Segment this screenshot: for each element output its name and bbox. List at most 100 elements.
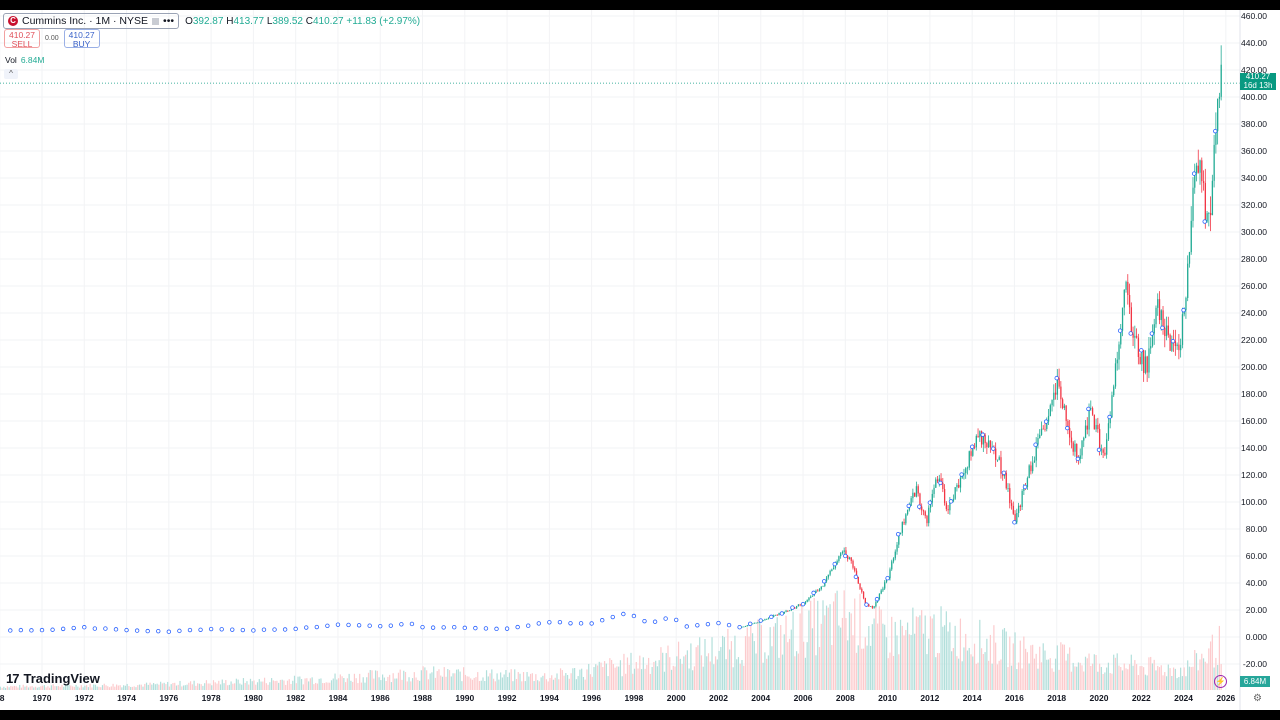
volume-bar xyxy=(602,667,604,690)
price-chart[interactable]: 460.00 440.00 420.00 400.00 380.00 360.00 340.… xyxy=(0,10,1280,710)
dividend-marker xyxy=(1033,442,1038,447)
candle-body xyxy=(977,435,979,438)
volume-bar xyxy=(970,654,972,690)
volume-bar xyxy=(811,628,814,690)
candle-body xyxy=(1005,472,1007,489)
volume-bar xyxy=(313,684,315,690)
volume-bar xyxy=(263,677,266,690)
volume-bar xyxy=(96,686,98,690)
candle-body xyxy=(1132,333,1134,338)
volume-bar xyxy=(47,686,49,690)
volume-bar xyxy=(898,654,900,690)
candle-body xyxy=(892,558,895,562)
buy-button[interactable]: 410.27 BUY xyxy=(63,29,100,49)
volume-bar xyxy=(237,679,239,690)
volume-bar xyxy=(204,683,206,690)
tradingview-logo[interactable]: 17 TradingView xyxy=(6,671,100,686)
dividend-marker xyxy=(335,622,341,627)
candle-body xyxy=(762,620,764,622)
volume-bar xyxy=(278,682,280,690)
volume-bar xyxy=(686,650,688,690)
candle-body xyxy=(995,448,997,460)
volume-bar xyxy=(574,668,576,690)
volume-bar xyxy=(868,626,870,690)
candle-body xyxy=(1010,503,1013,506)
volume-bar xyxy=(297,676,299,690)
volume-bar xyxy=(884,624,886,690)
volume-bar xyxy=(903,635,905,690)
volume-bar xyxy=(336,679,338,690)
candle-body xyxy=(824,581,826,586)
volume-bar xyxy=(980,648,983,690)
candle-body xyxy=(1081,440,1083,456)
candle-body xyxy=(808,597,810,601)
dividend-marker xyxy=(969,444,975,449)
candle-body xyxy=(1125,281,1127,290)
dividend-marker xyxy=(832,561,837,567)
volume-bar xyxy=(484,680,486,690)
volume-bar xyxy=(1144,674,1147,690)
volume-bar xyxy=(226,685,229,690)
candle-body xyxy=(880,590,882,594)
dividend-marker xyxy=(462,625,467,631)
symbol-selector[interactable]: C Cummins Inc. · 1M · NYSE ••• xyxy=(3,13,180,29)
candle-body xyxy=(873,606,875,608)
volume-bar xyxy=(1204,661,1206,690)
collapse-legend-button[interactable]: ^ xyxy=(4,69,18,79)
candle-body xyxy=(1047,415,1050,422)
settings-gear-icon[interactable]: ⚙ xyxy=(1253,693,1262,704)
y-tick-label: 440.00 xyxy=(1241,38,1267,48)
candle-body xyxy=(764,619,766,621)
candle-body xyxy=(1090,408,1092,409)
volume-bar xyxy=(732,667,734,690)
candle-body xyxy=(975,435,977,448)
trade-panel: 410.27 SELL 0.00 410.27 BUY xyxy=(4,29,100,49)
candle-body xyxy=(1197,165,1199,173)
candle-body xyxy=(1128,294,1131,308)
volume-bar xyxy=(285,684,287,690)
x-tick-label: 1970 xyxy=(33,693,52,703)
volume-bar xyxy=(93,684,95,690)
dividend-marker xyxy=(663,616,668,621)
volume-bar xyxy=(582,676,585,690)
flag-icon[interactable] xyxy=(152,17,160,25)
candle-body xyxy=(751,623,754,625)
x-tick-label: 1980 xyxy=(244,693,263,703)
y-tick-label: -20.00 xyxy=(1243,659,1267,669)
volume-bar xyxy=(780,625,782,690)
volume-bar xyxy=(466,676,468,690)
lightning-icon[interactable]: ⚡ xyxy=(1214,675,1227,688)
candle-body xyxy=(778,613,780,616)
dividend-marker xyxy=(367,623,372,628)
volume-bar xyxy=(1160,665,1162,690)
volume-bar xyxy=(130,686,132,690)
candle-body xyxy=(743,626,745,628)
volume-bar xyxy=(397,672,400,690)
volume-bar xyxy=(31,686,33,690)
volume-bar xyxy=(1185,676,1187,690)
volume-bar xyxy=(951,651,953,690)
volume-bar xyxy=(1017,662,1020,690)
volume-bar xyxy=(211,685,213,690)
volume-bar xyxy=(348,673,350,690)
volume-bar xyxy=(1188,666,1191,690)
volume-bar xyxy=(672,665,674,690)
volume-bar xyxy=(568,678,570,690)
volume-bar xyxy=(633,668,636,690)
volume-bar xyxy=(304,678,306,690)
volume-bar xyxy=(473,677,475,690)
more-icon[interactable]: ••• xyxy=(163,15,175,27)
sell-button[interactable]: 410.27 SELL xyxy=(4,29,40,49)
volume-bar xyxy=(269,682,271,690)
volume-bar xyxy=(239,683,241,690)
volume-bar xyxy=(926,654,928,690)
volume-bar xyxy=(86,685,88,690)
volume-bar xyxy=(1033,658,1036,690)
candle-body xyxy=(829,571,831,575)
volume-bar xyxy=(727,628,729,690)
volume-bar xyxy=(13,685,16,690)
candle-body xyxy=(1187,263,1189,298)
volume-bar xyxy=(411,678,414,690)
volume-bar xyxy=(1201,653,1203,690)
volume-bar xyxy=(205,680,208,690)
